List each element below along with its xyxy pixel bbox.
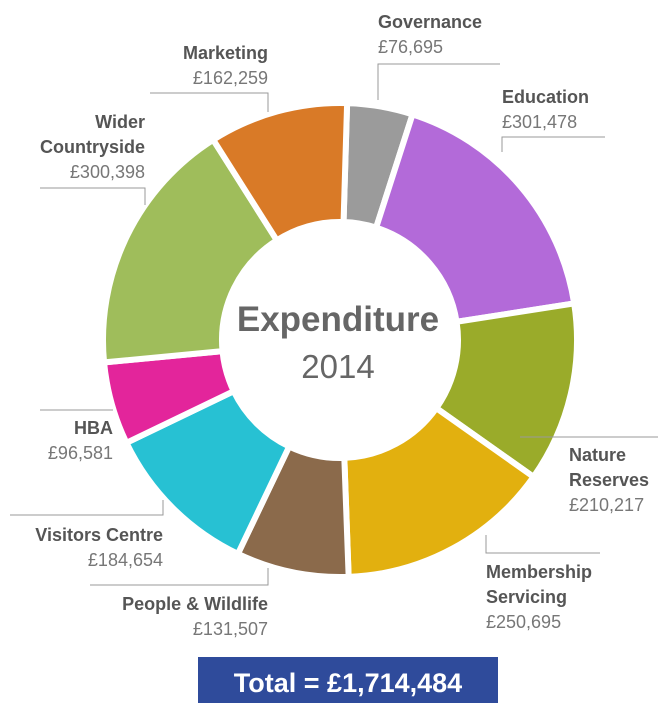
value-label: £162,259	[192, 68, 268, 88]
value-label: £210,217	[569, 495, 645, 515]
category-label: Nature Reserves	[569, 445, 650, 490]
category-label: People & Wildlife	[122, 594, 268, 614]
label: Wider Countryside £300,398	[25, 110, 145, 185]
label: Membership Servicing £250,695	[486, 560, 626, 635]
leader-line	[501, 136, 605, 152]
label: Marketing £162,259	[120, 41, 268, 91]
value-label: £131,507	[192, 619, 268, 639]
category-label: Marketing	[182, 43, 268, 63]
donut-segment	[209, 100, 351, 245]
label: HBA £96,581	[0, 416, 113, 466]
total-banner: Total = £1,714,484	[198, 657, 498, 703]
leader-line	[377, 63, 500, 100]
label: Visitors Centre £184,654	[0, 523, 163, 573]
leader-lines	[10, 63, 658, 586]
value-label: £184,654	[87, 550, 163, 570]
category-label: Governance	[378, 12, 483, 32]
category-label: Wider Countryside	[39, 112, 145, 157]
value-label: £300,398	[69, 162, 145, 182]
donut-segment	[372, 110, 578, 326]
chart-subtitle: 2014	[301, 348, 375, 385]
leader-line	[40, 187, 146, 205]
value-label: £250,695	[486, 612, 562, 632]
donut-segment	[100, 135, 281, 366]
category-label: Education	[502, 87, 590, 107]
category-label: Membership Servicing	[486, 562, 593, 607]
label: Education £301,478	[502, 85, 589, 135]
leader-line	[90, 568, 269, 586]
leader-line	[10, 500, 164, 516]
value-label: £96,581	[47, 443, 113, 463]
category-label: Visitors Centre	[35, 525, 163, 545]
label: Governance £76,695	[378, 10, 482, 60]
leader-line	[485, 535, 600, 554]
label: Nature Reserves £210,217	[569, 443, 659, 518]
donut-segment	[341, 403, 538, 580]
label: People & Wildlife £131,507	[60, 592, 268, 642]
value-label: £76,695	[378, 37, 444, 57]
category-label: HBA	[74, 418, 113, 438]
leader-line	[150, 92, 269, 112]
value-label: £301,478	[502, 112, 578, 132]
chart-title: Expenditure	[236, 300, 440, 339]
